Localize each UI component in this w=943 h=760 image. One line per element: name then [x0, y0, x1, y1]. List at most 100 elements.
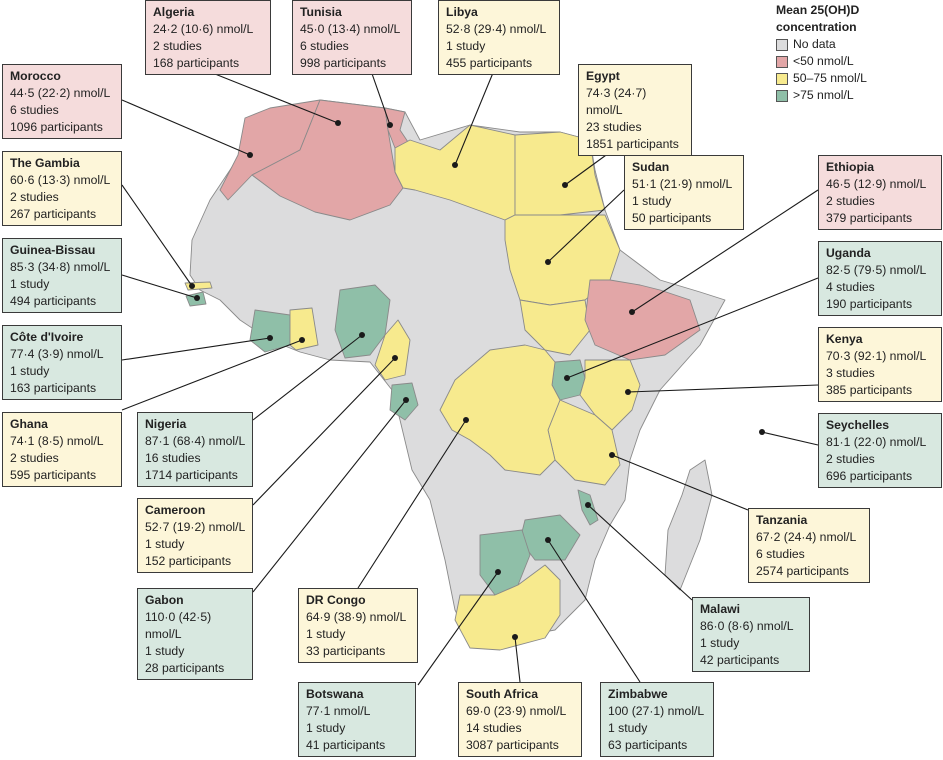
callout-participants: 33 participants: [306, 644, 386, 658]
callout-participants: 3087 participants: [466, 738, 559, 752]
leader-line: [627, 384, 819, 393]
legend-label: >75 nmol/L: [793, 88, 854, 102]
callout-participants: 1096 participants: [10, 120, 103, 134]
callout-name: Egypt: [586, 69, 620, 83]
callout-malawi: Malawi 86·0 (8·6) nmol/L 1 study 42 partici…: [692, 597, 810, 672]
callout-studies: 1 study: [306, 627, 346, 641]
callout-algeria: Algeria 24·2 (10·6) nmol/L 2 studies 168 pa…: [145, 0, 271, 75]
callout-studies: 1 study: [145, 537, 185, 551]
region-south-sudan: [519, 299, 591, 356]
leader-line: [199, 67, 339, 124]
legend-item-no-data: No data: [776, 36, 943, 53]
callout-studies: 1 study: [446, 39, 486, 53]
callout-zimbabwe: Zimbabwe 100 (27·1) nmol/L 1 study 63 parti…: [600, 682, 714, 757]
callout-participants: 385 participants: [826, 383, 913, 397]
callout-nigeria: Nigeria 87·1 (68·4) nmol/L 16 studies 1714 …: [137, 412, 253, 487]
callout-name: Ethiopia: [826, 160, 875, 174]
location-dot: [629, 309, 635, 315]
callout-studies: 4 studies: [826, 280, 875, 294]
callout-morocco: Morocco 44·5 (22·2) nmol/L 6 studies 1096 p…: [2, 64, 122, 139]
callout-value: 77·1 nmol/L: [306, 704, 371, 718]
location-dot: [359, 332, 365, 338]
callout-tunisia: Tunisia 45·0 (13·4) nmol/L 6 studies 998 pa…: [292, 0, 412, 75]
callout-name: Gabon: [145, 593, 184, 607]
callout-studies: 14 studies: [466, 721, 522, 735]
legend-title: Mean 25(OH)D concentration: [776, 3, 860, 34]
callout-studies: 2 studies: [153, 39, 202, 53]
leader-line: [121, 339, 303, 411]
callout-participants: 41 participants: [306, 738, 386, 752]
callout-value: 52·8 (29·4) nmol/L: [446, 22, 547, 36]
callout-name: Botswana: [306, 687, 364, 701]
location-dot: [247, 152, 253, 158]
legend-item-mid: 50–75 nmol/L: [776, 70, 943, 87]
callout-name: Nigeria: [145, 417, 187, 431]
leader-line: [369, 67, 391, 126]
callout-name: Tunisia: [300, 5, 342, 19]
location-dot: [392, 355, 398, 361]
leader-line: [417, 571, 499, 686]
callout-dr-congo: DR Congo 64·9 (38·9) nmol/L 1 study 33 part…: [298, 588, 418, 663]
callout-participants: 42 participants: [700, 653, 780, 667]
callout-name: Zimbabwe: [608, 687, 668, 701]
callout-guinea-bissau: Guinea-Bissau 85·3 (34·8) nmol/L 1 study 49…: [2, 238, 122, 313]
callout-participants: 379 participants: [826, 211, 913, 225]
callout-name: Libya: [446, 5, 478, 19]
callout-value: 87·1 (68·4) nmol/L: [145, 434, 246, 448]
callout-gabon: Gabon 110·0 (42·5) nmol/L 1 study 28 partic…: [137, 588, 253, 680]
callout-value: 77·4 (3·9) nmol/L: [10, 347, 104, 361]
callout-name: Côte d'Ivoire: [10, 330, 84, 344]
callout-value: 60·6 (13·3) nmol/L: [10, 173, 111, 187]
location-dot: [585, 502, 591, 508]
legend-swatch: [776, 55, 788, 68]
leader-line: [566, 277, 819, 379]
location-dot: [562, 182, 568, 188]
leader-line: [611, 454, 749, 511]
callout-libya: Libya 52·8 (29·4) nmol/L 1 study 455 partic…: [438, 0, 560, 75]
legend-item-high: >75 nmol/L: [776, 87, 943, 104]
region-nigeria: [334, 284, 391, 359]
leader-line: [454, 67, 496, 166]
callout-botswana: Botswana 77·1 nmol/L 1 study 41 participant…: [298, 682, 416, 757]
callout-studies: 1 study: [608, 721, 648, 735]
location-dot: [512, 634, 518, 640]
callout-participants: 190 participants: [826, 297, 913, 311]
region-dr-congo: [439, 344, 561, 476]
callout-participants: 50 participants: [632, 211, 712, 225]
callout-studies: 1 study: [10, 277, 50, 291]
callout-sudan: Sudan 51·1 (21·9) nmol/L 1 study 50 partici…: [624, 155, 744, 230]
callout-seychelles: Seychelles 81·1 (22·0) nmol/L 2 studies 696…: [818, 413, 942, 488]
callout-c-te-d-ivoire: Côte d'Ivoire 77·4 (3·9) nmol/L 1 study 163…: [2, 325, 122, 400]
legend-label: No data: [793, 37, 836, 51]
callout-studies: 2 studies: [10, 451, 59, 465]
callout-value: 46·5 (12·9) nmol/L: [826, 177, 927, 191]
leader-line: [121, 184, 193, 287]
callout-studies: 2 studies: [826, 452, 875, 466]
callout-value: 51·1 (21·9) nmol/L: [632, 177, 733, 191]
location-dot: [299, 337, 305, 343]
callout-value: 74·1 (8·5) nmol/L: [10, 434, 104, 448]
callout-value: 69·0 (23·9) nmol/L: [466, 704, 567, 718]
callout-studies: 1 study: [306, 721, 346, 735]
location-dot: [452, 162, 458, 168]
callout-studies: 1 study: [700, 636, 740, 650]
legend-swatch: [776, 89, 788, 102]
region-cameroon: [374, 319, 411, 381]
callout-kenya: Kenya 70·3 (92·1) nmol/L 3 studies 385 part…: [818, 327, 942, 402]
callout-name: DR Congo: [306, 593, 366, 607]
location-dot: [759, 429, 765, 435]
callout-value: 82·5 (79·5) nmol/L: [826, 263, 927, 277]
callout-value: 74·3 (24·7) nmol/L: [586, 86, 647, 117]
callout-studies: 16 studies: [145, 451, 201, 465]
leader-line: [252, 399, 407, 593]
location-dot: [335, 120, 341, 126]
leader-line: [547, 539, 641, 683]
location-dot: [495, 569, 501, 575]
callout-value: 52·7 (19·2) nmol/L: [145, 520, 246, 534]
callout-cameroon: Cameroon 52·7 (19·2) nmol/L 1 study 152 par…: [137, 498, 253, 573]
callout-name: Ghana: [10, 417, 48, 431]
leader-line: [631, 189, 819, 313]
location-dot: [625, 389, 631, 395]
callout-value: 110·0 (42·5) nmol/L: [145, 610, 212, 641]
